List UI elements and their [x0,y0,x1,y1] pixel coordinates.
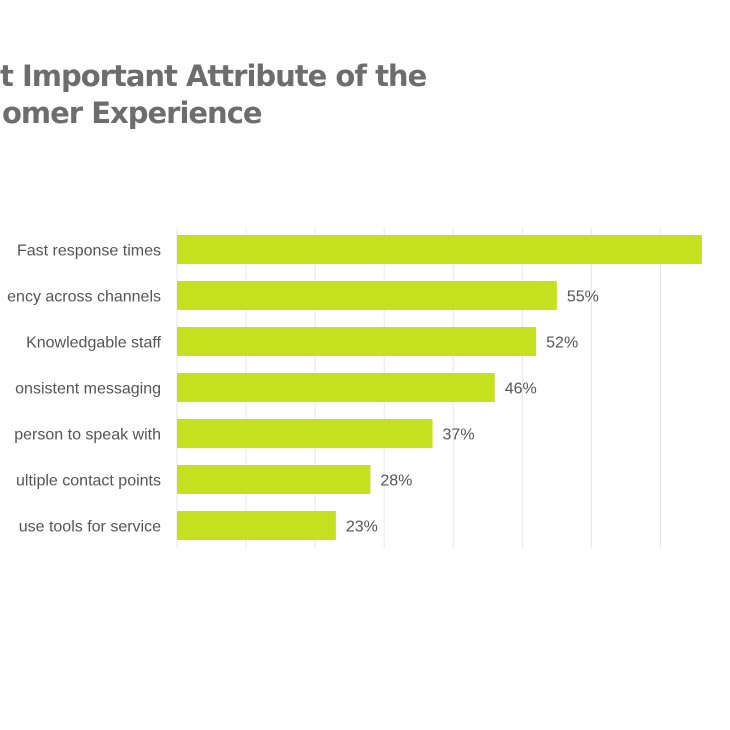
bar [177,511,336,540]
category-label: Fast response times [17,243,161,260]
bar [177,235,702,264]
bar [177,419,433,448]
bar [177,327,537,356]
bars [177,235,702,540]
category-label: onsistent messaging [15,381,161,398]
bar [177,281,557,310]
category-labels: Fast response times ency across channels K… [7,243,161,536]
value-label: 52% [546,335,578,352]
value-label: 46% [505,381,537,398]
category-label: person to speak with [14,427,161,444]
bar [177,373,495,402]
bar [177,465,371,494]
value-label: 23% [346,519,378,536]
value-label: 28% [380,473,412,490]
chart-title-line-1: t Important Attribute of the [0,59,427,93]
value-label: 55% [567,289,599,306]
category-label: ultiple contact points [16,473,161,490]
category-label: use tools for service [19,519,161,536]
category-label: ency across channels [7,289,161,306]
value-label: 37% [443,427,475,444]
category-label: Knowledgable staff [26,335,161,352]
chart-title-line-2: omer Experience [2,96,263,130]
value-labels: 55% 52% 46% 37% 28% 23% [346,289,599,536]
